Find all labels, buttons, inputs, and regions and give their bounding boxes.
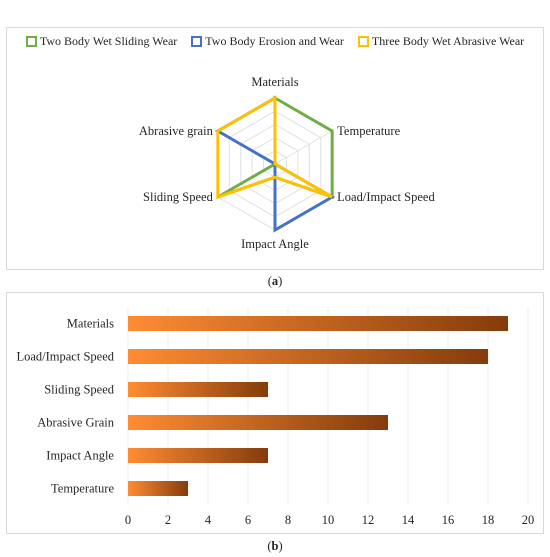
legend-item: Two Body Wet Sliding Wear bbox=[25, 34, 178, 49]
bar-x-tick-label: 12 bbox=[362, 513, 375, 527]
bar-x-tick-label: 16 bbox=[442, 513, 455, 527]
bar-x-tick-label: 8 bbox=[285, 513, 291, 527]
bar bbox=[128, 316, 508, 331]
radar-spoke bbox=[274, 130, 333, 165]
bar-x-tick-label: 0 bbox=[125, 513, 131, 527]
bar-x-tick-label: 4 bbox=[205, 513, 212, 527]
radar-chart: Materials Temperature Load/Impact Speed Imp… bbox=[139, 75, 436, 251]
bar bbox=[128, 415, 388, 430]
radar-series-line bbox=[216, 95, 333, 200]
radar-axis-label: Abrasive grain bbox=[139, 124, 214, 138]
legend-swatch bbox=[191, 36, 203, 47]
bar-x-tick-label: 2 bbox=[165, 513, 171, 527]
bar-x-tick-label: 6 bbox=[245, 513, 251, 527]
bar bbox=[128, 382, 268, 397]
legend-label: Two Body Erosion and Wear bbox=[205, 34, 344, 48]
radar-axis-label: Impact Angle bbox=[241, 237, 309, 251]
caption-b: (b) bbox=[267, 539, 283, 553]
bar-category-label: Impact Angle bbox=[46, 449, 114, 463]
bar bbox=[128, 349, 488, 364]
legend-item: Three Body Wet Abrasive Wear bbox=[357, 34, 525, 49]
legend-swatch bbox=[357, 36, 369, 47]
bar-x-tick-label: 20 bbox=[522, 513, 535, 527]
bar-x-tick-label: 10 bbox=[322, 513, 335, 527]
bar bbox=[128, 448, 268, 463]
bar-chart-panel bbox=[6, 292, 544, 534]
caption-a: (a) bbox=[267, 274, 283, 288]
legend-label: Two Body Wet Sliding Wear bbox=[39, 34, 178, 48]
legend-item: Two Body Erosion and Wear bbox=[191, 34, 344, 49]
radar-axis-label: Temperature bbox=[337, 124, 400, 138]
bar-x-tick-label: 14 bbox=[402, 513, 415, 527]
bar-category-label: Temperature bbox=[51, 482, 114, 496]
bar bbox=[128, 481, 188, 496]
legend-swatch bbox=[25, 36, 37, 47]
legend-label: Three Body Wet Abrasive Wear bbox=[371, 34, 525, 48]
bar-category-label: Sliding Speed bbox=[44, 383, 115, 397]
bar-chart: 0 2 4 6 8 10 12 14 16 18 20 Materials Load/Impact Sp… bbox=[16, 307, 535, 527]
bar-x-tick-label: 18 bbox=[482, 513, 495, 527]
bar-category-label: Abrasive Grain bbox=[37, 416, 114, 430]
bar-category-label: Materials bbox=[67, 317, 114, 331]
radar-axis-label: Load/Impact Speed bbox=[337, 190, 435, 204]
radar-legend: Two Body Wet Sliding Wear Two Body Erosio… bbox=[0, 34, 550, 49]
bar-category-label: Load/Impact Speed bbox=[16, 350, 114, 364]
radar-axis-label: Materials bbox=[251, 75, 298, 89]
radar-axis-label: Sliding Speed bbox=[143, 190, 214, 204]
